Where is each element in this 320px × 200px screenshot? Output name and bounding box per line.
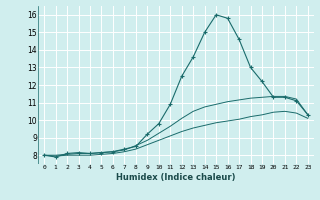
X-axis label: Humidex (Indice chaleur): Humidex (Indice chaleur) [116, 173, 236, 182]
